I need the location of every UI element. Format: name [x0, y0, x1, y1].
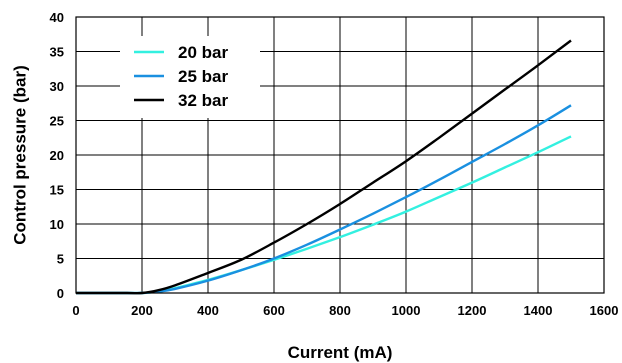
- x-tick-label: 1000: [392, 303, 421, 318]
- y-tick-label: 20: [50, 148, 64, 163]
- y-axis-ticks: 0 5 10 15 20 25 30 35 40: [50, 10, 64, 301]
- x-tick-label: 800: [329, 303, 351, 318]
- y-tick-label: 10: [50, 217, 64, 232]
- x-axis-title: Current (mA): [288, 343, 393, 362]
- y-tick-label: 25: [50, 114, 64, 129]
- y-tick-label: 35: [50, 45, 64, 60]
- x-tick-label: 1200: [458, 303, 487, 318]
- x-tick-label: 1600: [590, 303, 619, 318]
- x-axis-ticks: 0 200 400 600 800 1000 1200 1400 1600: [72, 303, 618, 318]
- x-tick-label: 600: [263, 303, 285, 318]
- series-line-25-bar: [75, 104, 572, 295]
- legend-label-32-bar: 32 bar: [178, 91, 228, 110]
- x-tick-label: 400: [197, 303, 219, 318]
- plot-frame: [75, 16, 605, 294]
- series-lines: [75, 39, 572, 295]
- legend: 20 bar 25 bar 32 bar: [120, 36, 260, 118]
- y-tick-label: 0: [57, 286, 64, 301]
- y-tick-label: 5: [57, 252, 64, 267]
- x-tick-label: 200: [131, 303, 153, 318]
- y-tick-label: 40: [50, 10, 64, 25]
- y-tick-label: 30: [50, 79, 64, 94]
- y-axis-title: Control pressure (bar): [10, 65, 29, 244]
- y-tick-label: 15: [50, 183, 64, 198]
- series-line-32-bar: [75, 39, 572, 295]
- legend-label-20-bar: 20 bar: [178, 43, 228, 62]
- x-tick-label: 1400: [524, 303, 553, 318]
- legend-label-25-bar: 25 bar: [178, 67, 228, 86]
- x-tick-label: 0: [72, 303, 79, 318]
